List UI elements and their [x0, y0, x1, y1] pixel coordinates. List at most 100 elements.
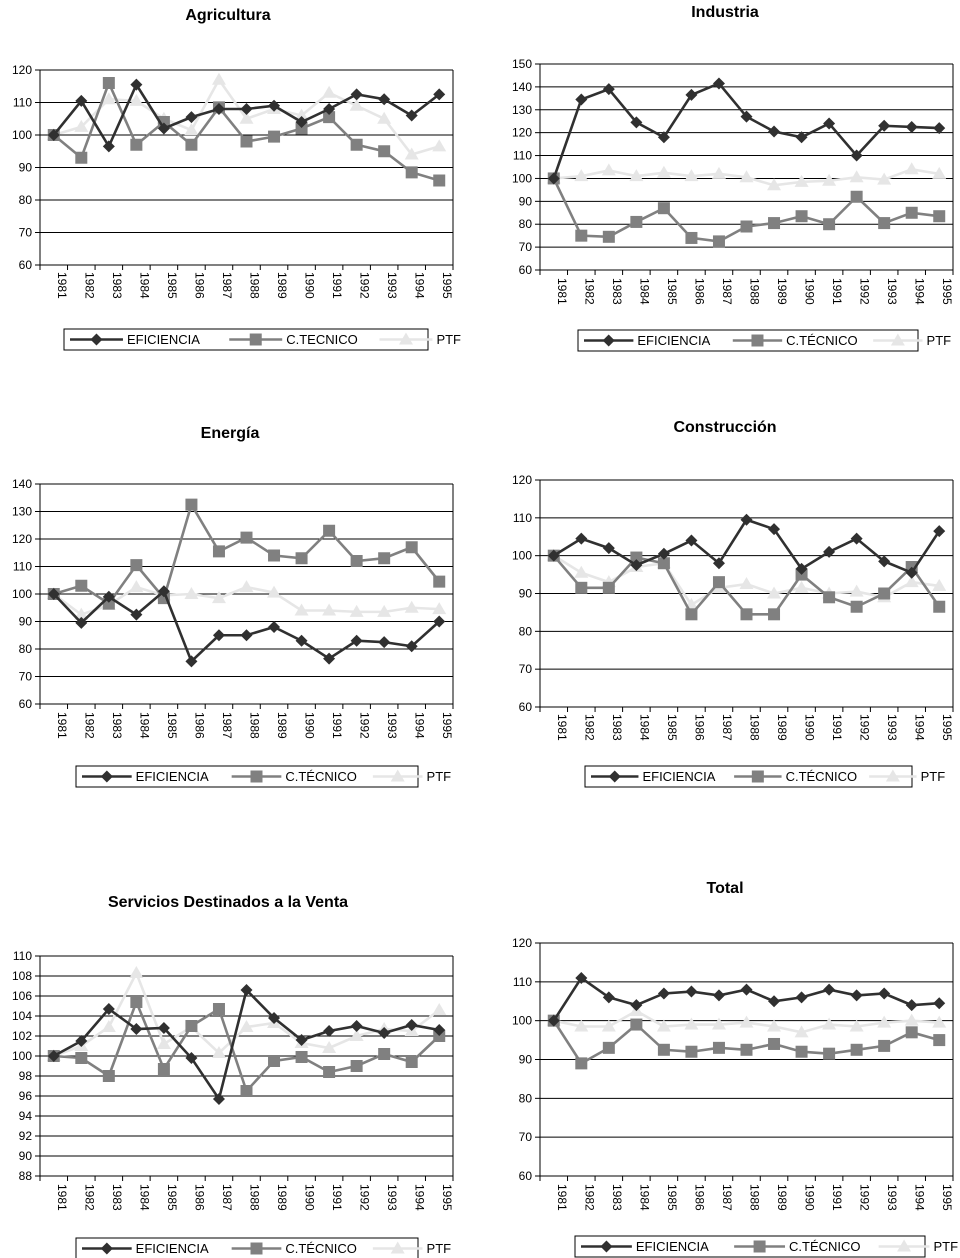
- data-point: [932, 166, 947, 179]
- y-tick-label: 110: [13, 560, 32, 574]
- data-point: [547, 172, 560, 185]
- data-point: [404, 147, 419, 160]
- y-tick-label: 110: [513, 149, 532, 163]
- data-point: [74, 119, 89, 132]
- data-point: [768, 217, 781, 230]
- data-point: [711, 166, 726, 179]
- data-point: [630, 999, 643, 1012]
- data-point: [405, 541, 418, 554]
- x-tick-label: 1985: [165, 1184, 179, 1211]
- chart-panel-5: Servicios Destinados a la Venta 88 90 92 94 9…: [12, 894, 454, 1258]
- data-point: [768, 1037, 781, 1050]
- x-tick-label: 1984: [137, 1184, 151, 1211]
- chart-title: Total: [706, 880, 743, 897]
- y-tick-label: 60: [19, 697, 33, 711]
- data-point: [933, 1034, 946, 1047]
- x-tick-label: 1982: [582, 1184, 596, 1211]
- data-point: [129, 93, 144, 106]
- x-tick-label: 1995: [440, 1184, 454, 1211]
- data-point: [850, 190, 863, 203]
- legend: EFICIENCIA C.TÉCNICO PTF: [75, 765, 451, 788]
- data-point: [268, 621, 281, 633]
- data-point: [74, 607, 89, 620]
- data-point: [102, 590, 115, 603]
- y-tick-label: 70: [19, 670, 33, 684]
- y-tick-label: 106: [12, 989, 32, 1003]
- data-point: [630, 559, 643, 572]
- data-point: [405, 109, 418, 122]
- data-point: [823, 983, 836, 996]
- series-ptf: [546, 162, 947, 191]
- x-tick-label: 1989: [775, 1184, 789, 1211]
- data-point: [739, 577, 754, 590]
- data-point: [795, 131, 808, 144]
- data-point: [157, 1022, 170, 1034]
- data-point: [575, 229, 588, 242]
- y-tick-label: 90: [519, 1053, 533, 1067]
- data-point: [322, 603, 337, 616]
- data-point: [185, 1052, 198, 1064]
- data-point: [405, 1019, 418, 1031]
- series-c-t-cnico: [47, 498, 446, 610]
- x-tick-label: 1991: [830, 714, 844, 741]
- data-point: [240, 984, 253, 996]
- y-tick-label: 120: [512, 936, 532, 950]
- data-point: [157, 122, 170, 135]
- data-point: [823, 545, 836, 558]
- data-point: [240, 531, 253, 544]
- data-point: [933, 997, 946, 1010]
- data-point: [239, 111, 254, 124]
- legend-marker: [100, 770, 113, 783]
- data-point: [711, 1017, 726, 1030]
- data-point: [850, 1043, 863, 1056]
- data-point: [795, 991, 808, 1004]
- data-point: [322, 85, 337, 98]
- x-tick-label: 1993: [385, 1184, 399, 1211]
- legend-label: C.TECNICO: [286, 332, 358, 347]
- data-point: [685, 608, 698, 621]
- data-point: [740, 983, 753, 996]
- data-point: [295, 116, 308, 128]
- data-point: [712, 576, 725, 589]
- x-tick-label: 1987: [720, 278, 734, 305]
- data-point: [404, 600, 419, 613]
- data-point: [850, 532, 863, 545]
- data-point: [602, 991, 615, 1004]
- y-tick-label: 90: [519, 587, 533, 601]
- data-point: [823, 1047, 836, 1060]
- data-point: [295, 1051, 308, 1063]
- x-tick-label: 1984: [637, 714, 651, 741]
- y-tick-label: 100: [12, 1049, 32, 1063]
- data-point: [933, 122, 946, 135]
- x-tick-label: 1992: [858, 278, 872, 305]
- legend-marker: [390, 769, 405, 782]
- data-point: [102, 1070, 115, 1082]
- series-eficiencia: [47, 585, 446, 668]
- data-point: [601, 163, 616, 176]
- x-tick-label: 1995: [440, 712, 454, 739]
- x-tick-label: 1986: [192, 712, 206, 739]
- legend-marker: [751, 334, 764, 347]
- data-point: [157, 1063, 170, 1075]
- data-point: [768, 523, 781, 536]
- data-point: [130, 996, 143, 1008]
- data-point: [75, 94, 88, 107]
- y-tick-label: 90: [19, 161, 33, 175]
- y-tick-label: 120: [512, 473, 532, 487]
- y-tick-label: 90: [19, 1149, 33, 1163]
- data-point: [878, 119, 891, 132]
- data-point: [75, 1035, 88, 1047]
- data-point: [602, 83, 615, 96]
- data-point: [350, 88, 363, 101]
- y-tick-label: 120: [512, 126, 532, 140]
- data-point: [904, 162, 919, 175]
- x-tick-label: 1991: [330, 712, 344, 739]
- x-tick-label: 1983: [610, 714, 624, 741]
- data-point: [823, 218, 836, 231]
- data-point: [795, 210, 808, 223]
- data-point: [75, 616, 88, 629]
- y-tick-label: 98: [19, 1069, 33, 1083]
- x-tick-label: 1992: [358, 712, 372, 739]
- legend-label: EFICIENCIA: [636, 1239, 709, 1254]
- data-point: [378, 93, 391, 106]
